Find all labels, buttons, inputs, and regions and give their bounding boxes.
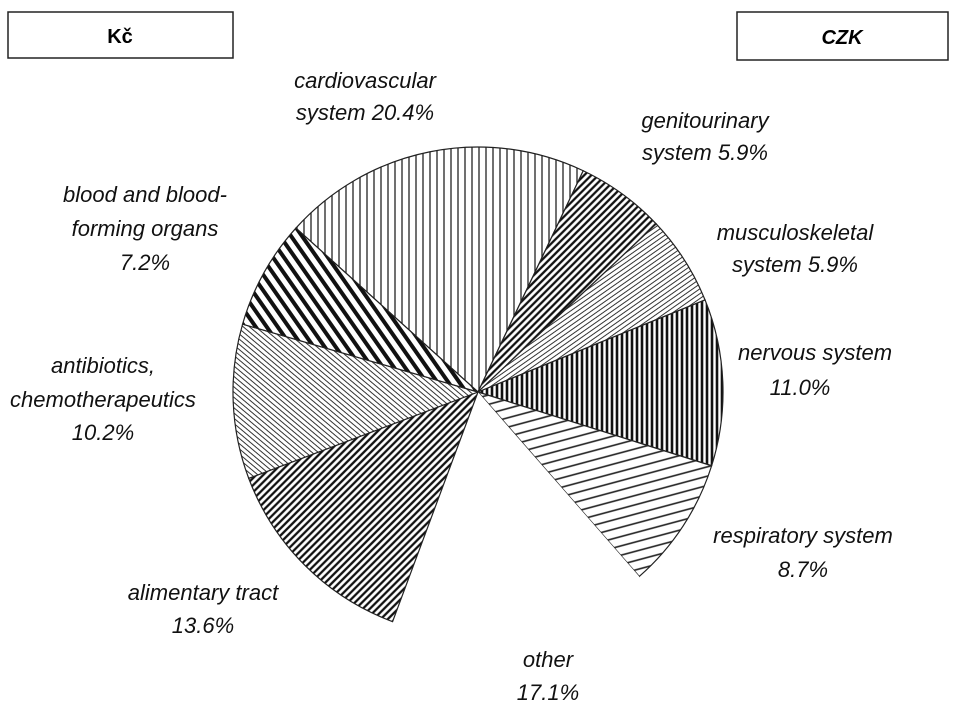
value-label: 5.9%: [808, 252, 858, 277]
slice-label: forming organs: [72, 216, 219, 241]
value-label: 5.9%: [718, 140, 768, 165]
slice-label: system 5.9%: [642, 140, 768, 165]
slice-label: chemotherapeutics: [10, 387, 196, 412]
category-label: musculoskeletal: [717, 220, 875, 245]
slice-label: nervous system: [738, 340, 892, 365]
category-label: system: [642, 140, 712, 165]
slice-label: respiratory system: [713, 523, 893, 548]
category-label: blood and blood-: [63, 182, 227, 207]
header-right: CZK: [821, 27, 864, 49]
category-label: forming organs: [72, 216, 219, 241]
labels: cardiovascular system 20.4% genitourinary s…: [10, 68, 893, 705]
category-label: nervous system: [738, 340, 892, 365]
slice-label: other: [523, 647, 575, 672]
value-label: 11.0%: [770, 375, 831, 400]
pie-slice: [247, 390, 480, 623]
slice-label: alimentary tract: [128, 580, 279, 605]
pie-slice: [476, 390, 713, 578]
category-label: genitourinary: [641, 108, 770, 133]
slice-label: system 20.4%: [296, 100, 434, 125]
category-label: alimentary tract: [128, 580, 279, 605]
pie-slice: [295, 146, 585, 393]
category-label: chemotherapeutics: [10, 387, 196, 412]
pie-slice: [392, 392, 640, 637]
slice-label: genitourinary: [641, 108, 770, 133]
slice-label: antibiotics,: [51, 353, 155, 378]
pie-slice: [476, 299, 724, 467]
slice-label: blood and blood-: [63, 182, 227, 207]
slice-label: cardiovascular: [294, 68, 438, 93]
category-label: system: [296, 100, 366, 125]
header-box: [736, 11, 949, 61]
pie-slice: [232, 323, 480, 480]
slice-label: system 5.9%: [732, 252, 858, 277]
pie-slice: [241, 227, 479, 393]
category-label: other: [523, 647, 575, 672]
value-label: 20.4%: [371, 100, 434, 125]
value-label: 8.7%: [778, 557, 828, 582]
category-label: cardiovascular: [294, 68, 438, 93]
header-left: Kč: [107, 26, 133, 48]
category-label: system: [732, 252, 802, 277]
category-label: antibiotics,: [51, 353, 155, 378]
value-label: 7.2%: [120, 250, 170, 275]
value-label: 10.2%: [72, 420, 134, 445]
slice-label: musculoskeletal: [717, 220, 875, 245]
pie: [232, 146, 724, 637]
value-label: 13.6%: [172, 613, 234, 638]
category-label: respiratory system: [713, 523, 893, 548]
header-box: [7, 11, 234, 59]
value-label: 17.1%: [517, 680, 579, 705]
